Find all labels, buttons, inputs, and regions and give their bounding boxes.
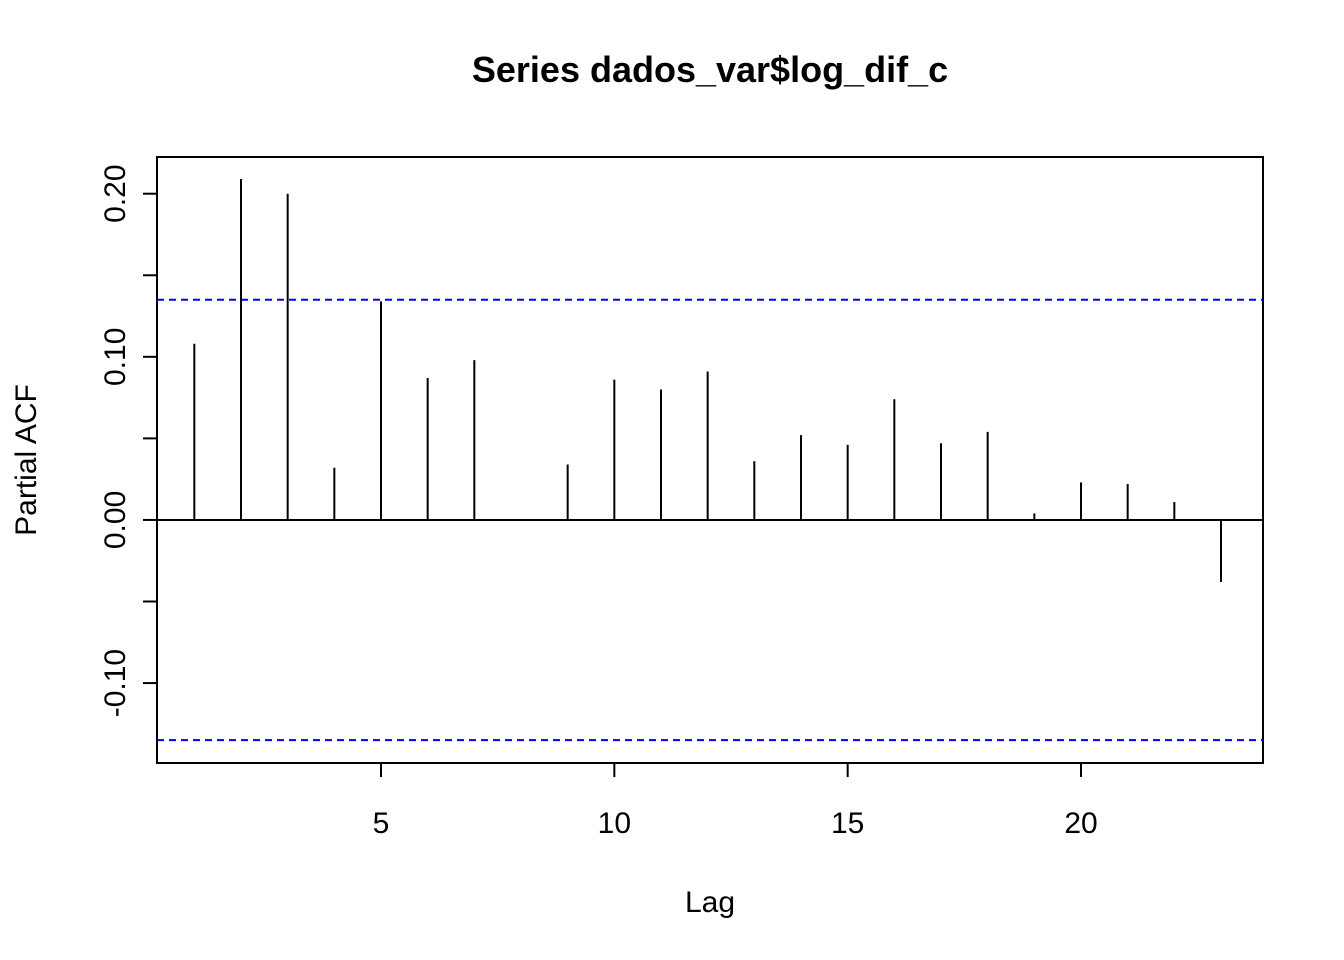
y-tick-label: 0.10: [99, 328, 132, 386]
confidence-lines: [157, 298, 1263, 742]
y-axis-label: Partial ACF: [10, 384, 43, 536]
y-tick-label: 0.20: [99, 165, 132, 223]
x-tick-label: 20: [1064, 807, 1097, 840]
y-tick-label: -0.10: [99, 649, 132, 717]
chart-title: Series dados_var$log_dif_c: [472, 49, 948, 90]
x-tick-label: 10: [598, 807, 631, 840]
pacf-bars: [193, 179, 1222, 582]
y-axis: -0.10 0.00 0.10 0.20: [99, 165, 158, 717]
x-tick-label: 15: [831, 807, 864, 840]
x-tick-label: 5: [373, 807, 390, 840]
plot-frame: [156, 156, 1264, 764]
y-tick-label: 0.00: [99, 491, 132, 549]
x-axis-label: Lag: [685, 886, 735, 919]
x-axis: 5 10 15 20: [373, 762, 1098, 840]
